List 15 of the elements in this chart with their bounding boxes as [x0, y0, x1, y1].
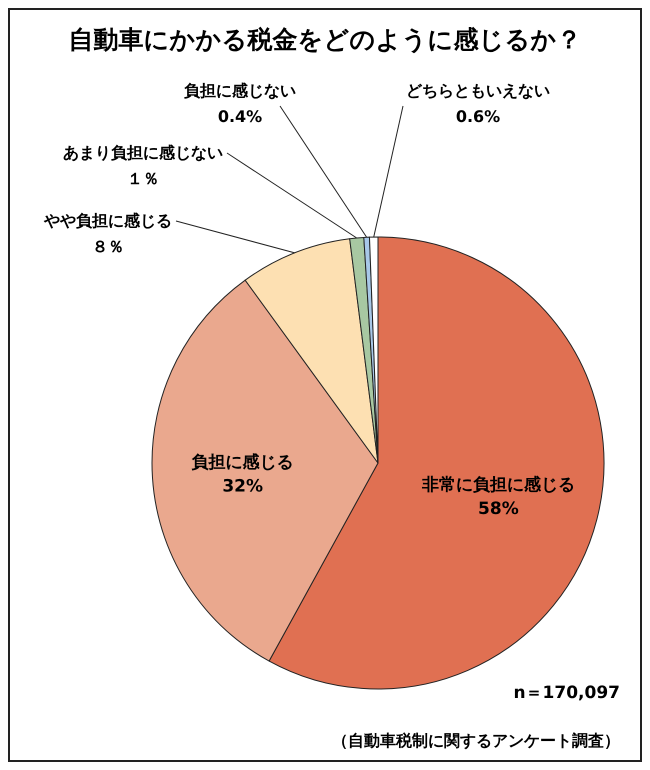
data-label: 32% [222, 476, 264, 497]
slice-label: 非常に負担に感じる [420, 474, 575, 495]
slice-label: 負担に感じる [192, 452, 294, 473]
text: （自動車税制に関するアンケート調査） [332, 731, 620, 750]
slice-label: どちらともいえない [406, 81, 550, 100]
data-label: 58% [478, 498, 519, 519]
data-label: 0.4% [218, 107, 262, 126]
slice-label: やや負担に感じる [43, 211, 172, 230]
slice-label: あまり負担に感じない [63, 143, 223, 162]
data-label: ８％ [92, 237, 124, 256]
data-label: 0.6% [456, 107, 500, 126]
slice-label: 負担に感じない [184, 81, 296, 100]
text: n＝170,097 [513, 683, 620, 703]
chart-title: 自動車にかかる税金をどのように感じるか？ [68, 25, 582, 54]
data-label: １％ [127, 169, 159, 188]
